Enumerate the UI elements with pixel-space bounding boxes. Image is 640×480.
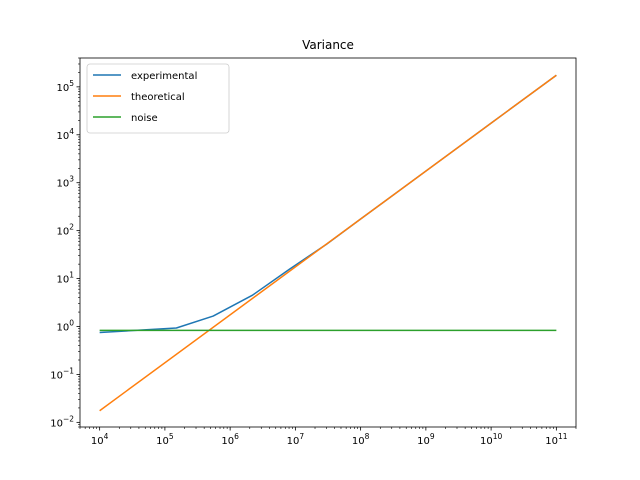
y-tick-label-0: 10−2: [50, 414, 74, 429]
y-axis: 10−2 10−1 100 101 102 103 104 105: [50, 57, 80, 429]
x-tick-label-3: 107: [287, 432, 305, 447]
legend-label-experimental: experimental: [131, 71, 197, 82]
legend-label-theoretical: theoretical: [131, 92, 185, 103]
x-tick-label-0: 104: [91, 432, 109, 447]
x-tick-label-2: 106: [221, 432, 239, 447]
x-tick-label-6: 1010: [480, 432, 503, 447]
x-tick-label-5: 109: [417, 432, 435, 447]
legend: experimental theoretical noise: [86, 63, 230, 134]
y-tick-label-4: 102: [56, 223, 74, 238]
chart-title: Variance: [302, 38, 354, 52]
y-tick-label-7: 105: [56, 79, 74, 94]
y-tick-label-1: 10−1: [50, 366, 74, 381]
y-tick-label-2: 100: [56, 318, 74, 333]
x-tick-label-4: 108: [352, 432, 370, 447]
series-line-theoretical: [99, 74, 557, 412]
axes-frame: [79, 57, 577, 428]
x-axis: 104 105 106 107 108 109 1010 1011: [79, 427, 577, 447]
y-tick-label-3: 101: [56, 271, 74, 286]
legend-label-noise: noise: [131, 113, 158, 124]
legend-box: [86, 63, 230, 134]
y-tick-label-6: 104: [56, 127, 74, 142]
y-tick-label-5: 103: [56, 175, 74, 190]
plot-area: [99, 74, 557, 412]
x-tick-label-1: 105: [156, 432, 174, 447]
x-tick-label-7: 1011: [545, 432, 568, 447]
